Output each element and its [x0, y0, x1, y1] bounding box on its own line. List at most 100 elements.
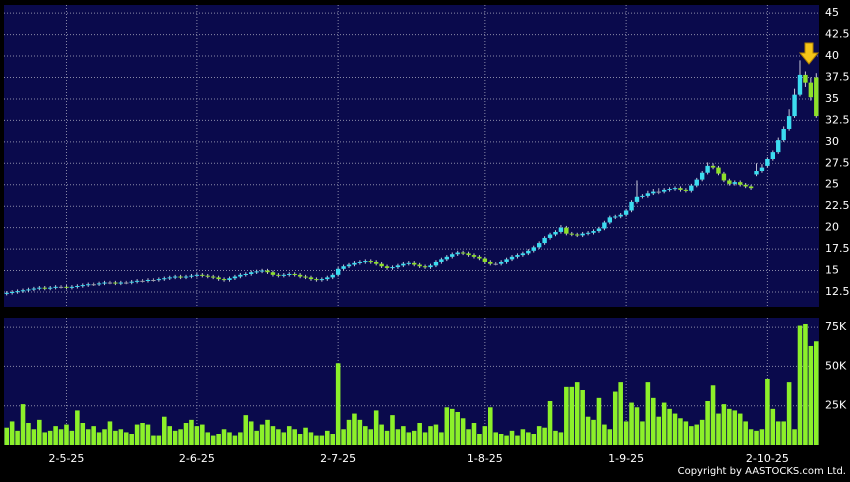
candle-body — [596, 228, 602, 232]
y-tick-label: 75K — [825, 320, 847, 333]
candle-body — [145, 279, 151, 281]
candle-body — [515, 255, 520, 257]
volume-bar — [58, 429, 64, 445]
candle-body — [667, 189, 672, 191]
volume-bar — [786, 382, 792, 445]
y-tick-label: 25 — [825, 178, 839, 191]
candle-body — [58, 286, 64, 288]
candle-body — [520, 253, 526, 256]
volume-bar — [482, 426, 488, 445]
candle-body — [210, 276, 216, 278]
candle-body — [227, 278, 232, 280]
price-panel — [4, 5, 819, 307]
volume-bar — [439, 432, 444, 445]
volume-bar — [210, 435, 216, 445]
volume-bar — [189, 419, 194, 445]
volume-bar — [803, 323, 808, 445]
candle-body — [629, 201, 634, 211]
candle-body — [716, 167, 721, 174]
volume-bar — [373, 410, 379, 445]
candle-body — [357, 261, 363, 263]
candle-body — [509, 256, 515, 260]
volume-bar — [243, 415, 249, 445]
candle-body — [727, 180, 732, 184]
candle-body — [384, 266, 390, 268]
candle-body — [564, 227, 569, 234]
volume-bar — [227, 432, 232, 445]
volume-bar — [737, 413, 743, 445]
candle-body — [330, 274, 335, 278]
candle-body — [194, 274, 200, 276]
volume-bar — [248, 421, 254, 445]
candle-body — [575, 234, 580, 236]
candle-body — [471, 255, 477, 257]
volume-bar — [580, 389, 585, 445]
candle-body — [634, 196, 640, 202]
volume-bar — [754, 430, 759, 445]
candle-body — [683, 189, 689, 191]
volume-bar — [172, 430, 178, 445]
y-tick-label: 15 — [825, 264, 839, 277]
y-tick-label: 12.5 — [825, 285, 850, 298]
candle-body — [31, 288, 37, 290]
candle-body — [482, 258, 488, 262]
candle-body — [623, 210, 629, 215]
x-tick-label: 1-9-25 — [608, 452, 644, 465]
candle-body — [602, 222, 607, 229]
candle-body — [607, 217, 613, 223]
volume-bar — [96, 432, 102, 445]
candle-body — [140, 280, 145, 282]
y-tick-label: 40 — [825, 49, 839, 62]
volume-bar — [775, 421, 781, 445]
candle-body — [69, 286, 75, 288]
volume-bar — [20, 404, 26, 445]
candle-body — [346, 264, 352, 267]
volume-bar — [428, 426, 433, 445]
candle-body — [9, 291, 15, 293]
candle-body — [765, 159, 770, 166]
candle-body — [738, 182, 743, 185]
volume-bar — [596, 397, 602, 445]
volume-bar — [656, 416, 661, 445]
candle-body — [504, 259, 509, 262]
candle-body — [134, 280, 140, 282]
volume-bar — [471, 422, 477, 445]
candle-body — [297, 274, 303, 277]
candle-body — [221, 279, 227, 281]
volume-bar — [259, 424, 265, 445]
volume-bar — [634, 407, 640, 445]
candle-body — [373, 261, 379, 264]
candle-body — [770, 152, 776, 160]
candle-body — [498, 261, 504, 264]
candle-body — [4, 292, 9, 294]
candle-body — [754, 171, 759, 175]
volume-bar — [319, 435, 325, 445]
candle-body — [91, 284, 96, 286]
volume-bar — [42, 432, 48, 445]
volume-bar — [667, 408, 672, 445]
candle-body — [705, 165, 710, 173]
volume-bar — [721, 404, 727, 445]
candle-body — [406, 262, 411, 264]
volume-bar — [15, 430, 20, 445]
volume-bar — [797, 325, 803, 445]
volume-bar — [623, 421, 629, 445]
y-tick-label: 30 — [825, 135, 839, 148]
volume-bar — [591, 419, 596, 445]
volume-bar — [466, 429, 471, 445]
candle-body — [547, 234, 553, 238]
candle-body — [259, 270, 265, 272]
candle-body — [80, 285, 85, 287]
candle-body — [178, 276, 183, 278]
volume-bar — [727, 408, 732, 445]
volume-bar — [216, 433, 221, 445]
candle-body — [53, 286, 58, 288]
volume-bar — [607, 429, 613, 445]
y-tick-label: 42.5 — [825, 28, 850, 41]
candle-body — [797, 74, 803, 95]
candle-body — [732, 182, 737, 184]
candle-body — [308, 277, 314, 280]
arrow-indicator — [798, 42, 820, 65]
candle-body — [129, 281, 134, 283]
volume-bar — [178, 429, 183, 445]
